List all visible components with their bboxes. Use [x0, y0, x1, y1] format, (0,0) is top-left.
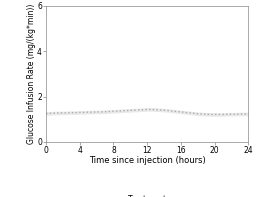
- Legend: IDeg 0.6 units/kg: IDeg 0.6 units/kg: [104, 195, 191, 197]
- Y-axis label: Glucose Infusion Rate (mg/(kg*min)): Glucose Infusion Rate (mg/(kg*min)): [27, 4, 36, 144]
- X-axis label: Time since injection (hours): Time since injection (hours): [89, 156, 206, 165]
